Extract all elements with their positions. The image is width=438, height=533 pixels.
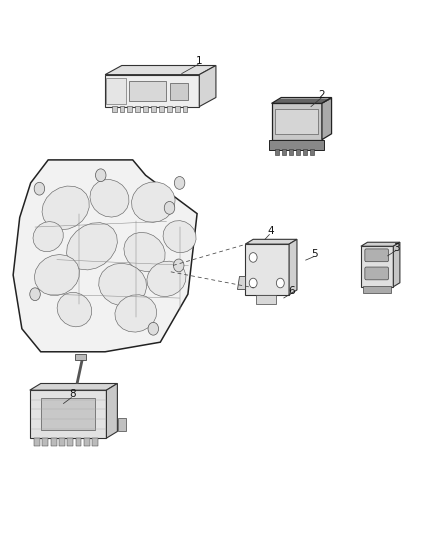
Bar xyxy=(76,438,81,446)
Polygon shape xyxy=(99,263,147,306)
Polygon shape xyxy=(163,221,196,253)
Polygon shape xyxy=(42,186,89,230)
Polygon shape xyxy=(30,390,106,438)
Bar xyxy=(310,149,314,155)
Bar xyxy=(129,81,166,101)
Bar xyxy=(175,106,180,112)
Polygon shape xyxy=(57,293,92,327)
Text: 3: 3 xyxy=(393,243,400,253)
Bar xyxy=(183,106,187,112)
Bar xyxy=(275,109,318,134)
Polygon shape xyxy=(245,239,297,244)
Polygon shape xyxy=(269,140,324,150)
Bar xyxy=(282,149,286,155)
Circle shape xyxy=(249,278,257,288)
Text: 6: 6 xyxy=(288,286,295,296)
Polygon shape xyxy=(33,222,63,252)
Bar xyxy=(289,149,293,155)
Text: 4: 4 xyxy=(267,227,274,236)
Bar xyxy=(112,106,117,112)
Polygon shape xyxy=(237,276,245,289)
Text: 8: 8 xyxy=(69,390,76,399)
Bar xyxy=(118,418,126,432)
Bar xyxy=(170,83,188,100)
Polygon shape xyxy=(272,103,322,140)
Polygon shape xyxy=(256,295,276,304)
Text: 2: 2 xyxy=(318,90,325,100)
Bar xyxy=(106,78,126,104)
Polygon shape xyxy=(105,75,199,107)
Polygon shape xyxy=(361,242,400,246)
Bar xyxy=(127,106,132,112)
Polygon shape xyxy=(289,239,297,295)
Bar xyxy=(120,106,124,112)
Bar xyxy=(67,438,73,446)
Polygon shape xyxy=(90,180,129,217)
Bar xyxy=(303,149,307,155)
Circle shape xyxy=(276,278,284,288)
Polygon shape xyxy=(30,384,117,390)
Bar xyxy=(275,149,279,155)
Polygon shape xyxy=(131,182,175,222)
Bar xyxy=(143,106,148,112)
Bar xyxy=(167,106,172,112)
Polygon shape xyxy=(105,66,216,75)
Bar xyxy=(159,106,164,112)
Bar xyxy=(296,149,300,155)
Polygon shape xyxy=(34,255,79,295)
Polygon shape xyxy=(245,244,289,295)
Circle shape xyxy=(164,201,175,214)
Circle shape xyxy=(249,253,257,262)
Bar xyxy=(135,106,140,112)
Bar xyxy=(363,286,391,293)
Text: 1: 1 xyxy=(196,56,203,66)
Polygon shape xyxy=(124,232,165,272)
Polygon shape xyxy=(393,242,400,287)
Circle shape xyxy=(174,176,185,189)
Polygon shape xyxy=(67,223,117,270)
Polygon shape xyxy=(272,98,332,103)
Circle shape xyxy=(173,259,184,272)
Polygon shape xyxy=(13,160,197,352)
Polygon shape xyxy=(361,246,393,287)
Polygon shape xyxy=(199,66,216,107)
Polygon shape xyxy=(106,384,117,438)
Circle shape xyxy=(148,322,159,335)
Bar xyxy=(34,438,40,446)
Circle shape xyxy=(34,182,45,195)
FancyBboxPatch shape xyxy=(365,249,389,262)
Bar xyxy=(42,438,48,446)
Bar xyxy=(41,398,95,430)
Text: 5: 5 xyxy=(311,249,318,259)
Circle shape xyxy=(30,288,40,301)
Bar xyxy=(92,438,98,446)
FancyBboxPatch shape xyxy=(365,267,389,280)
Polygon shape xyxy=(115,295,157,332)
Circle shape xyxy=(95,169,106,182)
Polygon shape xyxy=(147,261,186,296)
Bar xyxy=(151,106,156,112)
Bar xyxy=(84,438,90,446)
Polygon shape xyxy=(322,98,332,140)
Bar xyxy=(51,438,57,446)
Polygon shape xyxy=(75,354,86,360)
Bar xyxy=(59,438,65,446)
